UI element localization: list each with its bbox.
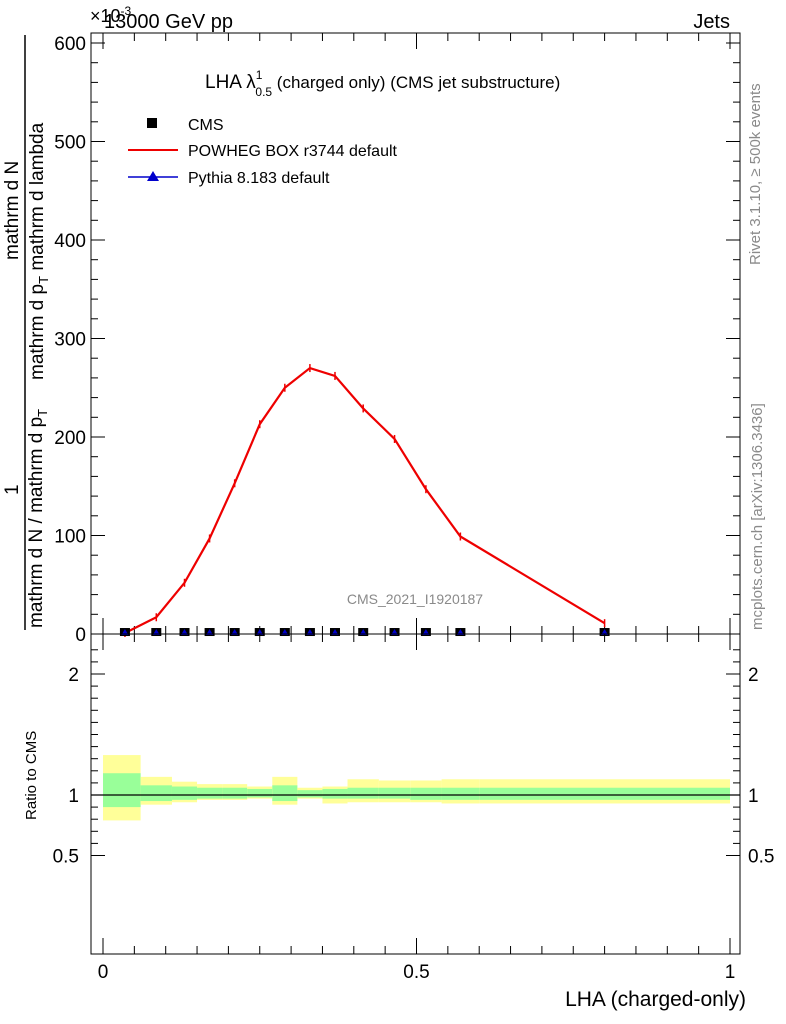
ratio-band-inner: [171, 786, 198, 800]
ratio-band-inner: [347, 787, 379, 799]
legend-powheg-label: POWHEG BOX r3744 default: [188, 143, 398, 160]
legend-pythia-marker: [147, 171, 159, 181]
ytick-label: 200: [54, 428, 86, 449]
ytick-label: 0: [75, 625, 86, 646]
ratio-band-inner: [140, 785, 172, 802]
ratio-band-inner: [441, 787, 480, 800]
xlabel: LHA (charged-only): [565, 988, 746, 1011]
ratio-yticks: 0.5 0.5 1 1 2 2: [53, 649, 774, 868]
mcplots-label: mcplots.cern.ch [arXiv:1306.3436]: [749, 403, 766, 630]
ratio-band-inner: [297, 790, 323, 798]
ratio-xticks: 0 0.5 1: [98, 634, 736, 983]
ratio-ytick-label-right: 0.5: [748, 847, 774, 868]
energy-label: 13000 GeV pp: [104, 11, 233, 33]
exponent-label: ×10-3: [90, 4, 132, 26]
xtick-label: 0: [98, 962, 109, 983]
process-label: Jets: [693, 11, 730, 33]
rivet-label: Rivet 3.1.10, ≥ 500k events: [747, 83, 764, 265]
ratio-band-inner: [272, 785, 298, 802]
ratio-band-inner: [479, 787, 730, 800]
legend-cms-label: CMS: [188, 117, 224, 134]
ratio-band-inner: [197, 787, 223, 799]
ratio-ytick-label: 1: [68, 786, 79, 807]
ylabel-dN-num: mathrm d N: [2, 161, 23, 260]
ratio-band-inner: [247, 788, 273, 798]
legend-cms-marker: [147, 118, 157, 128]
ratio-band-inner: [322, 788, 348, 799]
powheg-line: [124, 366, 606, 634]
ratio-ytick-label-right: 1: [748, 786, 759, 807]
ratio-frame: [90, 633, 741, 955]
ylabel-denominator: mathrm d N / mathrm d pT: [26, 409, 50, 628]
ratio-band-inner: [410, 787, 442, 800]
ytick-label: 400: [54, 231, 86, 252]
ytick-label: 100: [54, 527, 86, 548]
ylabel-inner-den: mathrm d pT mathrm d lambda: [27, 122, 51, 380]
main-ylabel: 1 mathrm d N / mathrm d pT mathrm d N ma…: [2, 35, 51, 630]
ratio-ytick-label: 2: [68, 665, 79, 686]
xtick-label: 1: [725, 962, 736, 983]
ylabel-numerator-1: 1: [2, 484, 23, 495]
chart-title: LHA λ1 0.5 (charged only) (CMS jet substr…: [205, 68, 560, 99]
ytick-label: 500: [54, 133, 86, 154]
ytick-label: 600: [54, 34, 86, 55]
xtick-label: 0.5: [403, 962, 429, 983]
ratio-ytick-label: 0.5: [53, 847, 79, 868]
ratio-band-inner: [222, 787, 248, 799]
legend: CMS POWHEG BOX r3744 default Pythia 8.18…: [128, 117, 398, 187]
ratio-band-inner: [378, 787, 411, 799]
analysis-watermark: CMS_2021_I1920187: [347, 591, 483, 607]
main-yticks: 0 100 200 300 400 500 600: [54, 34, 740, 646]
ytick-label: 300: [54, 330, 86, 351]
legend-pythia-label: Pythia 8.183 default: [188, 170, 330, 187]
ratio-band-inner: [103, 773, 141, 808]
ratio-ytick-label-right: 2: [748, 665, 759, 686]
ratio-bands: [103, 755, 730, 821]
ratio-ylabel: Ratio to CMS: [23, 731, 40, 820]
